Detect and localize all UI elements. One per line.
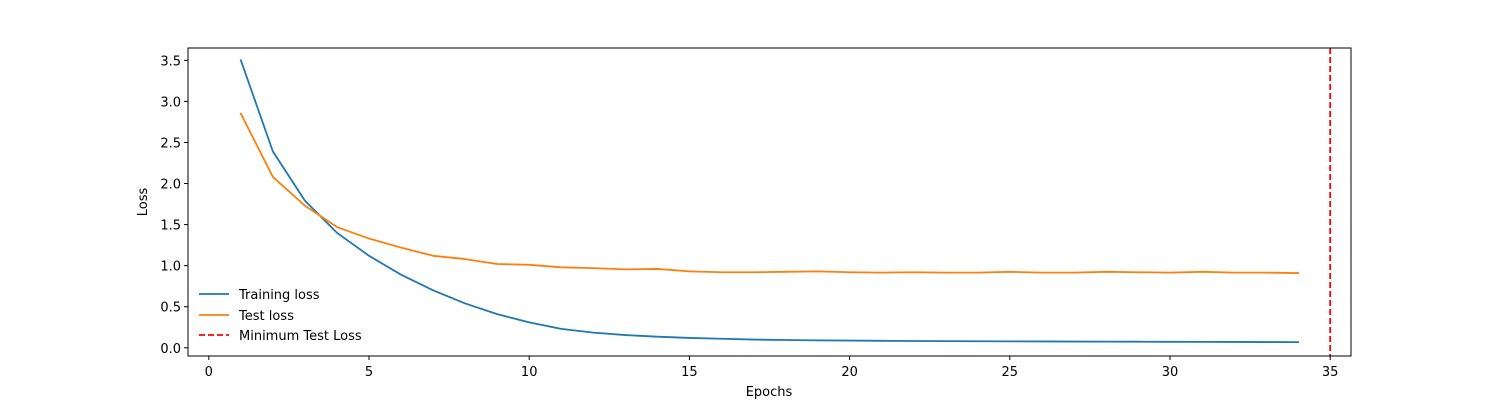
- series-layer: [239, 59, 1300, 344]
- legend-label-test: Test loss: [238, 309, 294, 324]
- x-tick-label: 15: [681, 365, 698, 380]
- y-tick-label: 1.0: [160, 260, 181, 275]
- legend: Training loss Test loss Minimum Test Los…: [199, 288, 362, 344]
- y-axis-label: Loss: [136, 188, 151, 217]
- series-line-training-loss: [239, 59, 1300, 344]
- legend-label-min-test: Minimum Test Loss: [239, 329, 362, 344]
- x-tick-label: 20: [841, 365, 858, 380]
- legend-label-training: Training loss: [238, 288, 320, 303]
- x-tick-label: 30: [1162, 365, 1179, 380]
- y-tick-label: 2.0: [160, 178, 181, 193]
- x-tick-label: 25: [1002, 365, 1019, 380]
- y-tick-label: 2.5: [160, 136, 181, 151]
- x-tick-label: 10: [521, 365, 538, 380]
- y-tick-label: 3.5: [160, 54, 181, 69]
- y-tick-label: 0.0: [160, 342, 181, 357]
- y-tick-label: 1.5: [160, 219, 181, 234]
- series-line-test-loss: [239, 112, 1300, 274]
- x-tick-label: 5: [365, 365, 373, 380]
- y-axis-ticks: 0.0 0.5 1.0 1.5 2.0 2.5 3.0 3.5: [160, 54, 188, 357]
- x-tick-label: 0: [205, 365, 213, 380]
- x-axis-label: Epochs: [746, 385, 793, 400]
- x-tick-label: 35: [1322, 365, 1339, 380]
- x-axis-ticks: 0 5 10 15 20 25 30 35: [205, 356, 1339, 380]
- y-tick-label: 0.5: [160, 301, 181, 316]
- plot-frame: [187, 47, 1352, 357]
- plot-area: [188, 48, 1351, 356]
- y-tick-label: 3.0: [160, 95, 181, 110]
